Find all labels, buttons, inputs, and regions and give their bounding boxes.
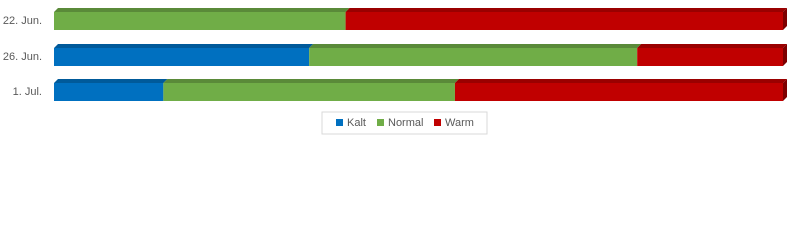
bar-segment [163, 83, 455, 101]
bar-top [345, 8, 787, 12]
bar-side [783, 79, 787, 101]
bar-segment [309, 48, 638, 66]
bar-segment [454, 83, 783, 101]
bar-segment [54, 12, 346, 30]
legend-box [321, 111, 488, 135]
bar-segment [345, 12, 783, 30]
bar-top [309, 44, 642, 48]
bar-top [54, 8, 350, 12]
bar-segment [637, 48, 783, 66]
chart: 22. Jun. 26. Jun. 1. Jul. Kalt Normal Warm [3, 8, 787, 135]
legend-label: Warm [445, 117, 474, 129]
bar-segment [54, 83, 164, 101]
bar-top [163, 79, 459, 83]
bar-top [54, 44, 314, 48]
y-tick-label: 1. Jul. [13, 86, 42, 98]
bar-top [54, 79, 168, 83]
bar-top [637, 44, 787, 48]
bar-top [454, 79, 787, 83]
legend-swatch [336, 119, 343, 126]
legend-label: Kalt [347, 117, 366, 129]
legend-swatch [377, 119, 384, 126]
legend-label: Normal [388, 117, 423, 129]
bar-side [783, 44, 787, 66]
bar-side [783, 8, 787, 30]
bar-segment [54, 48, 310, 66]
y-tick-label: 26. Jun. [3, 51, 42, 63]
y-tick-label: 22. Jun. [3, 15, 42, 27]
legend-swatch [434, 119, 441, 126]
